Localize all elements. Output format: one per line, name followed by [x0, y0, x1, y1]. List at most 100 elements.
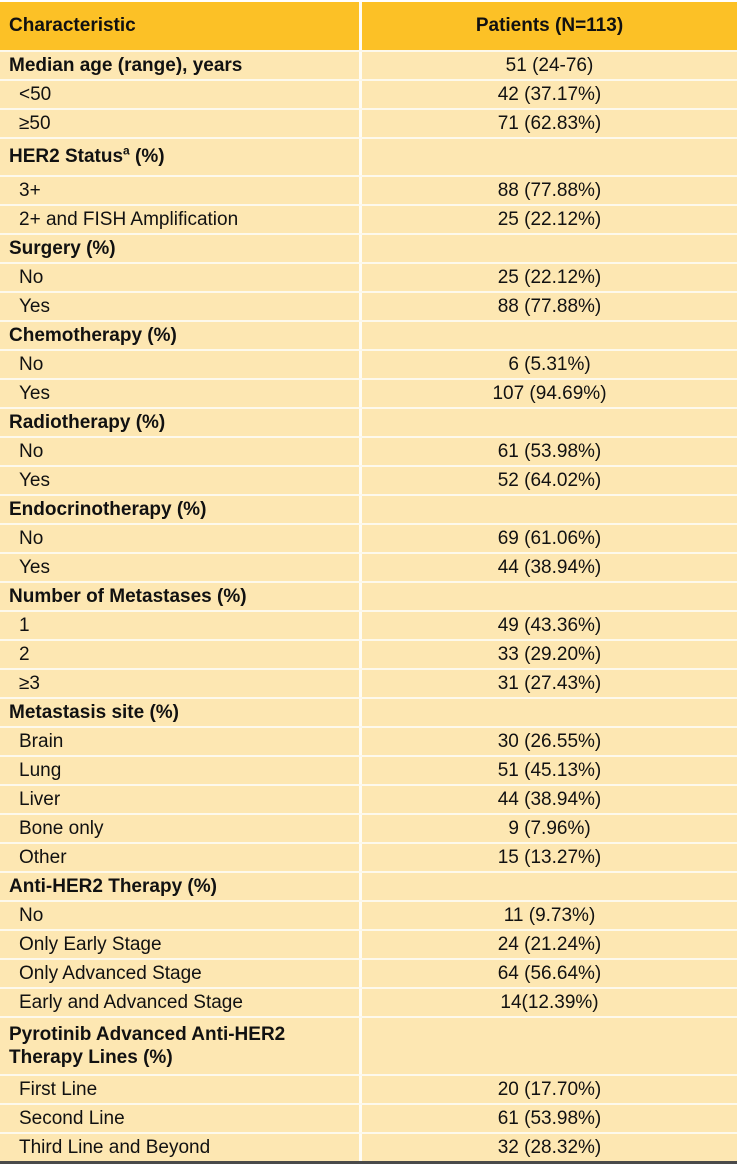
row-label: Early and Advanced Stage: [19, 991, 243, 1013]
table-row: Metastasis site (%): [0, 697, 737, 726]
row-value: 44 (38.94%): [359, 554, 737, 581]
row-label: No: [19, 904, 44, 926]
row-label: Yes: [19, 295, 50, 317]
table-row: Lung 51 (45.13%): [0, 755, 737, 784]
table-row: Third Line and Beyond 32 (28.32%): [0, 1132, 737, 1161]
row-value: [359, 873, 737, 900]
row-label: 2+ and FISH Amplification: [19, 208, 239, 230]
row-label: HER2 Statusa (%): [9, 144, 165, 168]
row-value: 11 (9.73%): [359, 902, 737, 929]
table-row: No 25 (22.12%): [0, 262, 737, 291]
row-label: <50: [19, 83, 52, 105]
row-value: 24 (21.24%): [359, 931, 737, 958]
row-value: 88 (77.88%): [359, 177, 737, 204]
table-row: Yes 52 (64.02%): [0, 465, 737, 494]
row-value: [359, 583, 737, 610]
row-label: Yes: [19, 469, 50, 491]
table-row: Bone only 9 (7.96%): [0, 813, 737, 842]
table-row: Yes 44 (38.94%): [0, 552, 737, 581]
row-label: Chemotherapy (%): [9, 324, 177, 346]
row-label: Only Advanced Stage: [19, 962, 202, 984]
row-label: No: [19, 527, 44, 549]
row-value: 64 (56.64%): [359, 960, 737, 987]
row-label: Surgery (%): [9, 237, 116, 259]
table-row: Second Line 61 (53.98%): [0, 1103, 737, 1132]
row-value: 88 (77.88%): [359, 293, 737, 320]
table-row: Median age (range), years 51 (24-76): [0, 50, 737, 79]
row-label: Metastasis site (%): [9, 701, 180, 723]
row-value: 33 (29.20%): [359, 641, 737, 668]
row-label: ≥3: [19, 672, 40, 694]
row-value: 31 (27.43%): [359, 670, 737, 697]
row-value: [359, 1018, 737, 1074]
row-label: Number of Metastases (%): [9, 585, 247, 607]
row-label: Third Line and Beyond: [19, 1136, 211, 1158]
row-label: No: [19, 266, 44, 288]
table-row: ≥50 71 (62.83%): [0, 108, 737, 137]
row-label: No: [19, 353, 44, 375]
table-row: Early and Advanced Stage 14(12.39%): [0, 987, 737, 1016]
table-row: Pyrotinib Advanced Anti-HER2 Therapy Lin…: [0, 1016, 737, 1074]
row-label: Radiotherapy (%): [9, 411, 166, 433]
table-row: 2 33 (29.20%): [0, 639, 737, 668]
row-label: Yes: [19, 556, 50, 578]
row-label: Bone only: [19, 817, 104, 839]
table-row: First Line 20 (17.70%): [0, 1074, 737, 1103]
row-value: 42 (37.17%): [359, 81, 737, 108]
column-header-patients: Patients (N=113): [359, 2, 737, 50]
table-row: 1 49 (43.36%): [0, 610, 737, 639]
row-value: 20 (17.70%): [359, 1076, 737, 1103]
row-value: 51 (24-76): [359, 52, 737, 79]
table-row: Yes 88 (77.88%): [0, 291, 737, 320]
row-value: 15 (13.27%): [359, 844, 737, 871]
row-label: No: [19, 440, 44, 462]
row-label: Brain: [19, 730, 64, 752]
row-value: 61 (53.98%): [359, 438, 737, 465]
table-row: <50 42 (37.17%): [0, 79, 737, 108]
row-label: Only Early Stage: [19, 933, 162, 955]
table-row: ≥3 31 (27.43%): [0, 668, 737, 697]
table-row: Liver 44 (38.94%): [0, 784, 737, 813]
table-row: Radiotherapy (%): [0, 407, 737, 436]
row-value: [359, 496, 737, 523]
row-value: 14(12.39%): [359, 989, 737, 1016]
row-label: Endocrinotherapy (%): [9, 498, 207, 520]
row-label: 1: [19, 614, 30, 636]
row-value: [359, 235, 737, 262]
table-row: Number of Metastases (%): [0, 581, 737, 610]
table-header-row: Characteristic Patients (N=113): [0, 2, 737, 50]
row-value: [359, 699, 737, 726]
row-value: 30 (26.55%): [359, 728, 737, 755]
row-value: 25 (22.12%): [359, 264, 737, 291]
row-value: [359, 322, 737, 349]
row-value: 6 (5.31%): [359, 351, 737, 378]
row-label: ≥50: [19, 112, 51, 134]
row-label: Lung: [19, 759, 62, 781]
row-value: 52 (64.02%): [359, 467, 737, 494]
table-row: No 69 (61.06%): [0, 523, 737, 552]
row-label: 3+: [19, 179, 41, 201]
row-value: 69 (61.06%): [359, 525, 737, 552]
table-row: Endocrinotherapy (%): [0, 494, 737, 523]
row-value: 107 (94.69%): [359, 380, 737, 407]
row-label: First Line: [19, 1078, 98, 1100]
table-row: Yes 107 (94.69%): [0, 378, 737, 407]
table-row: No 61 (53.98%): [0, 436, 737, 465]
table-row: 2+ and FISH Amplification 25 (22.12%): [0, 204, 737, 233]
table-row: Only Early Stage 24 (21.24%): [0, 929, 737, 958]
row-value: [359, 409, 737, 436]
row-label: Yes: [19, 382, 50, 404]
row-label: 2: [19, 643, 30, 665]
row-value: 71 (62.83%): [359, 110, 737, 137]
table-row: Surgery (%): [0, 233, 737, 262]
table-rows: Median age (range), years 51 (24-76) <50…: [0, 50, 737, 1161]
table-row: No 11 (9.73%): [0, 900, 737, 929]
column-header-characteristic: Characteristic: [9, 15, 136, 37]
row-value: [359, 139, 737, 175]
row-label: Second Line: [19, 1107, 125, 1129]
row-value: 51 (45.13%): [359, 757, 737, 784]
row-value: 61 (53.98%): [359, 1105, 737, 1132]
table-row: Only Advanced Stage 64 (56.64%): [0, 958, 737, 987]
row-label: Median age (range), years: [9, 54, 243, 76]
